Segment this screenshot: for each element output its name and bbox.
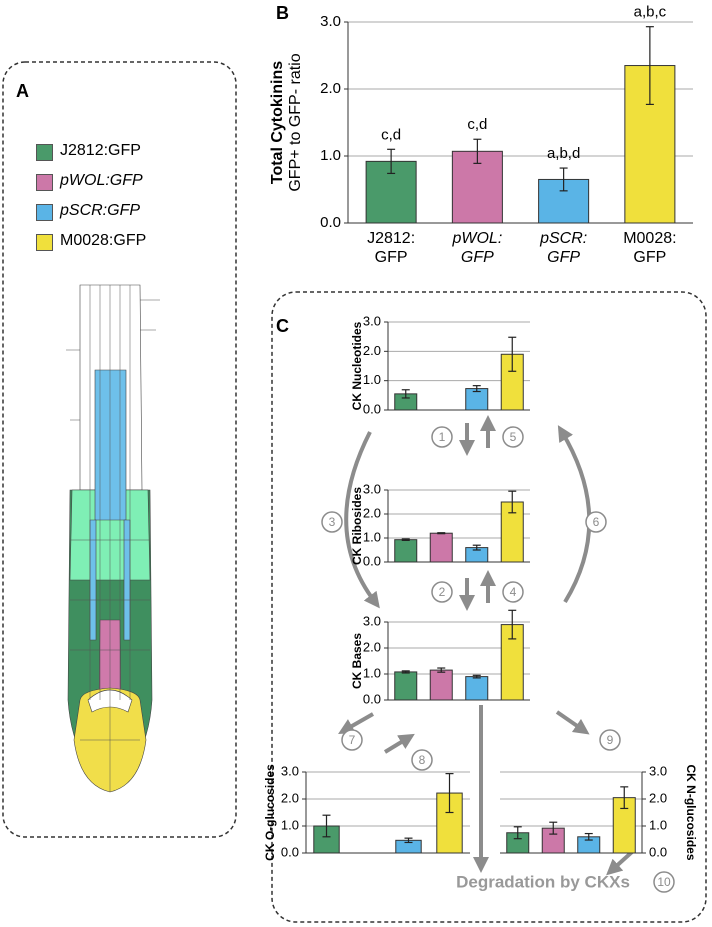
step-number: 9 [607, 733, 614, 747]
step-circle [599, 729, 621, 751]
y-tick-label: 0.0 [363, 401, 381, 416]
bar [465, 676, 489, 701]
panel-label: C [276, 316, 289, 336]
y-tick-label: 0.0 [320, 214, 341, 231]
y-tick-label: 0.0 [363, 691, 381, 706]
degradation-label: Degradation by CKXs [456, 872, 630, 891]
panel-label: B [276, 3, 289, 23]
legend-label: J2812:GFP [60, 142, 141, 159]
step-circle [341, 729, 363, 751]
y-tick-label: 1.0 [281, 817, 299, 832]
y-tick-label: 3.0 [363, 613, 381, 628]
y-tick-label: 3.0 [320, 13, 341, 30]
step-circle [502, 581, 524, 603]
step-number: 8 [419, 753, 426, 767]
step-number: 3 [329, 515, 336, 529]
step-number: 6 [593, 515, 600, 529]
legend-label: pSCR:GFP [60, 202, 141, 219]
legend-swatch [36, 174, 53, 191]
x-tick-label: J2812: GFP [367, 230, 416, 266]
y-tick-label: 2.0 [649, 790, 667, 805]
y-tick-label: 2.0 [363, 505, 381, 520]
panel-a-frame [2, 61, 237, 838]
step-number: 7 [349, 733, 356, 747]
step-number: 5 [510, 430, 517, 444]
y-axis-label: GFP+ to GFP- ratio [287, 53, 304, 191]
y-tick-label: 2.0 [281, 790, 299, 805]
step-number: 4 [510, 585, 517, 599]
panel-label: A [16, 81, 29, 101]
bar [394, 671, 418, 701]
panel-c-frame [271, 291, 707, 923]
step-circle [411, 749, 433, 771]
y-tick-label: 3.0 [281, 763, 299, 778]
significance-label: a,b,c [634, 4, 667, 21]
x-tick-label: M0028: GFP [623, 230, 677, 266]
y-tick-label: 1.0 [649, 817, 667, 832]
x-tick-label: pWOL: GFP [452, 230, 503, 266]
y-tick-label: 1.0 [363, 529, 381, 544]
step-circle [653, 871, 675, 893]
y-tick-label: 2.0 [363, 343, 381, 358]
y-tick-label: 1.0 [320, 147, 341, 164]
significance-label: a,b,d [547, 145, 580, 162]
y-tick-label: 2.0 [320, 80, 341, 97]
step-circle [431, 581, 453, 603]
legend-label: pWOL:GFP [60, 172, 143, 189]
legend-label: M0028:GFP [60, 232, 147, 249]
step-circle [321, 511, 343, 533]
y-tick-label: 1.0 [363, 665, 381, 680]
y-tick-label: 3.0 [363, 481, 381, 496]
y-tick-label: 3.0 [649, 763, 667, 778]
y-tick-label: 1.0 [363, 372, 381, 387]
step-circle [502, 426, 524, 448]
y-axis-label: CK Bases [350, 633, 364, 689]
y-tick-label: 0.0 [363, 553, 381, 568]
y-axis-label: CK Nucleotides [350, 321, 364, 410]
significance-label: c,d [381, 126, 401, 143]
step-number: 10 [657, 875, 671, 889]
y-tick-label: 2.0 [363, 639, 381, 654]
bar [313, 825, 340, 854]
legend-swatch [36, 204, 53, 221]
step-circle [431, 426, 453, 448]
legend-swatch [36, 234, 53, 251]
bar [429, 669, 453, 701]
bar [394, 539, 418, 563]
step-number: 2 [439, 585, 446, 599]
bar [429, 532, 453, 563]
y-tick-label: 3.0 [363, 313, 381, 328]
significance-label: c,d [467, 116, 487, 133]
y-tick-label: 0.0 [649, 844, 667, 859]
legend-swatch [36, 144, 53, 161]
x-tick-label: pSCR: GFP [540, 230, 588, 266]
y-axis-label: CK Ribosides [350, 487, 364, 565]
y-axis-label: CK N-glucosides [684, 764, 698, 860]
step-number: 1 [439, 430, 446, 444]
step-circle [585, 511, 607, 533]
root-illustration [66, 284, 160, 793]
y-axis-label: Total Cytokinins [269, 61, 286, 184]
y-axis-label: CK O-glucosides [263, 764, 277, 861]
y-tick-label: 0.0 [281, 844, 299, 859]
